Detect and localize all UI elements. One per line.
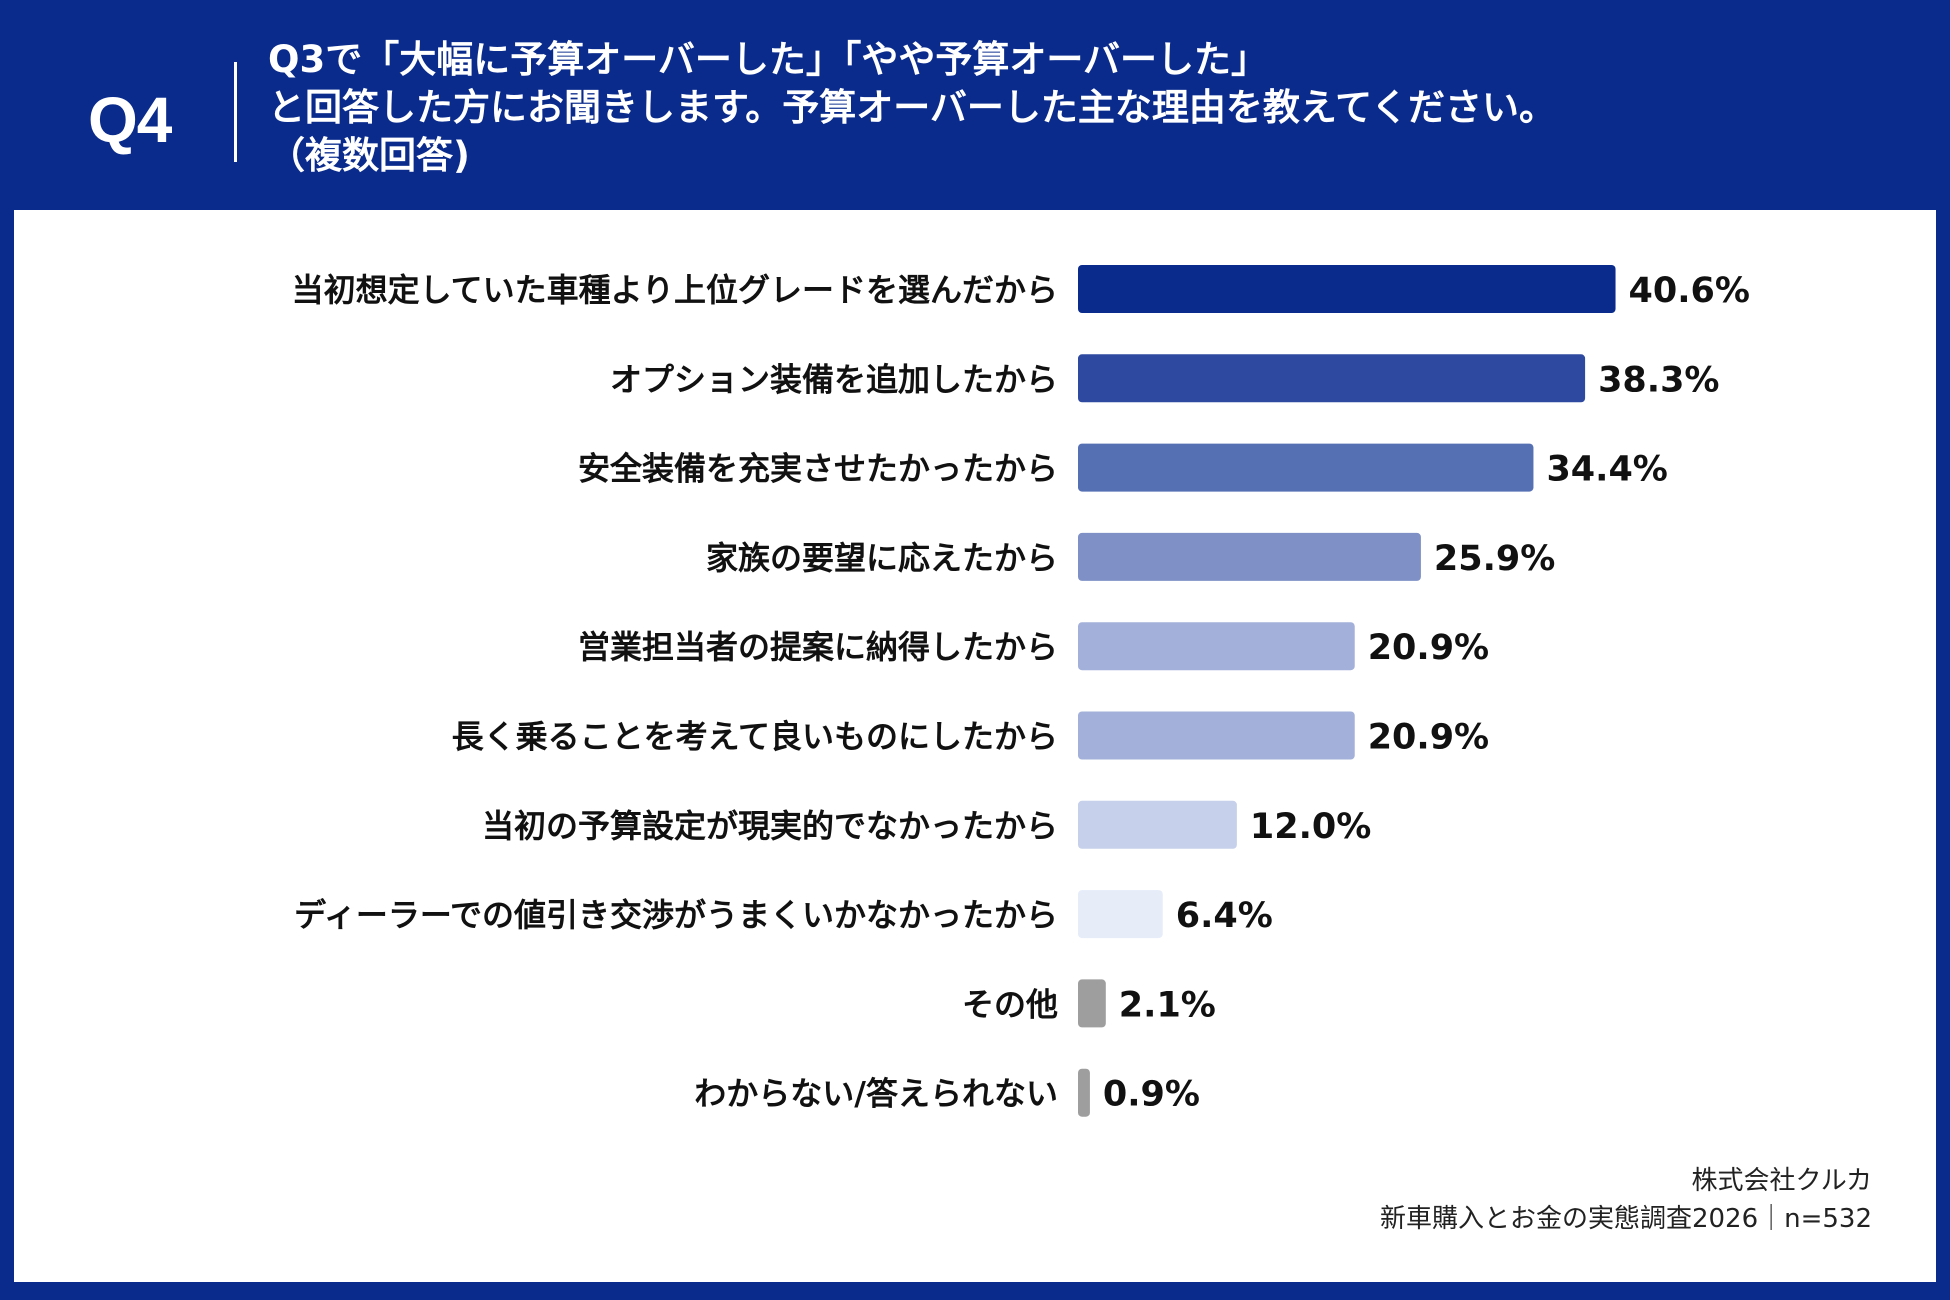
category-label: わからない/答えられない (694, 1075, 1058, 1113)
footer-survey: 新車購入とお金の実態調査2026｜n=532 (1379, 1204, 1872, 1234)
category-label: ディーラーでの値引き交渉がうまくいかなかったから (294, 896, 1058, 934)
category-label: 長く乗ることを考えて良いものにしたから (452, 718, 1058, 756)
category-label: オプション装備を追加したから (610, 360, 1058, 398)
bar (1078, 890, 1163, 939)
data-label: 25.9% (1434, 539, 1555, 579)
bar (1078, 711, 1355, 760)
question-line-3: （複数回答) (268, 134, 470, 177)
data-label: 34.4% (1546, 450, 1667, 490)
data-label: 20.9% (1368, 628, 1489, 668)
data-label: 38.3% (1598, 360, 1719, 400)
data-label: 20.9% (1368, 718, 1489, 758)
category-label: その他 (962, 985, 1058, 1023)
bar-chart: 当初想定していた車種より上位グレードを選んだから 40.6% オプション装備を追加し… (292, 265, 1750, 1117)
category-label: 当初想定していた車種より上位グレードを選んだから (292, 271, 1058, 309)
question-header: Q4 Q3で「大幅に予算オーバーした」「やや予算オーバーした」 と回答した方にお… (0, 0, 1950, 210)
category-label: 家族の要望に応えたから (706, 539, 1058, 577)
category-label: 営業担当者の提案に納得したから (578, 628, 1058, 666)
footer: 株式会社クルカ 新車購入とお金の実態調査2026｜n=532 (1380, 1162, 1872, 1238)
question-text: Q3で「大幅に予算オーバーした」「やや予算オーバーした」 と回答した方にお聞きし… (268, 36, 1908, 180)
footer-company: 株式会社クルカ (1691, 1166, 1872, 1196)
data-label: 40.6% (1629, 271, 1750, 311)
bar (1078, 354, 1586, 403)
bar (1078, 800, 1237, 849)
chart-panel: 当初想定していた車種より上位グレードを選んだから 40.6% オプション装備を追加し… (14, 210, 1936, 1282)
data-label: 0.9% (1103, 1075, 1200, 1115)
data-label: 2.1% (1119, 985, 1216, 1025)
header-divider (234, 62, 237, 162)
category-label: 安全装備を充実させたかったから (578, 450, 1058, 488)
bar (1078, 622, 1355, 671)
bar (1078, 1068, 1090, 1117)
category-label: 当初の予算設定が現実的でなかったから (482, 807, 1058, 845)
question-number: Q4 (88, 84, 172, 156)
data-label: 6.4% (1176, 896, 1273, 936)
bar (1078, 265, 1616, 313)
data-label: 12.0% (1250, 807, 1371, 847)
bar (1078, 979, 1106, 1028)
question-line-1: Q3で「大幅に予算オーバーした」「やや予算オーバーした」 (268, 38, 1268, 81)
bar (1078, 532, 1421, 581)
question-line-2: と回答した方にお聞きします。予算オーバーした主な理由を教えてください。 (268, 86, 1556, 129)
bar (1078, 443, 1534, 492)
